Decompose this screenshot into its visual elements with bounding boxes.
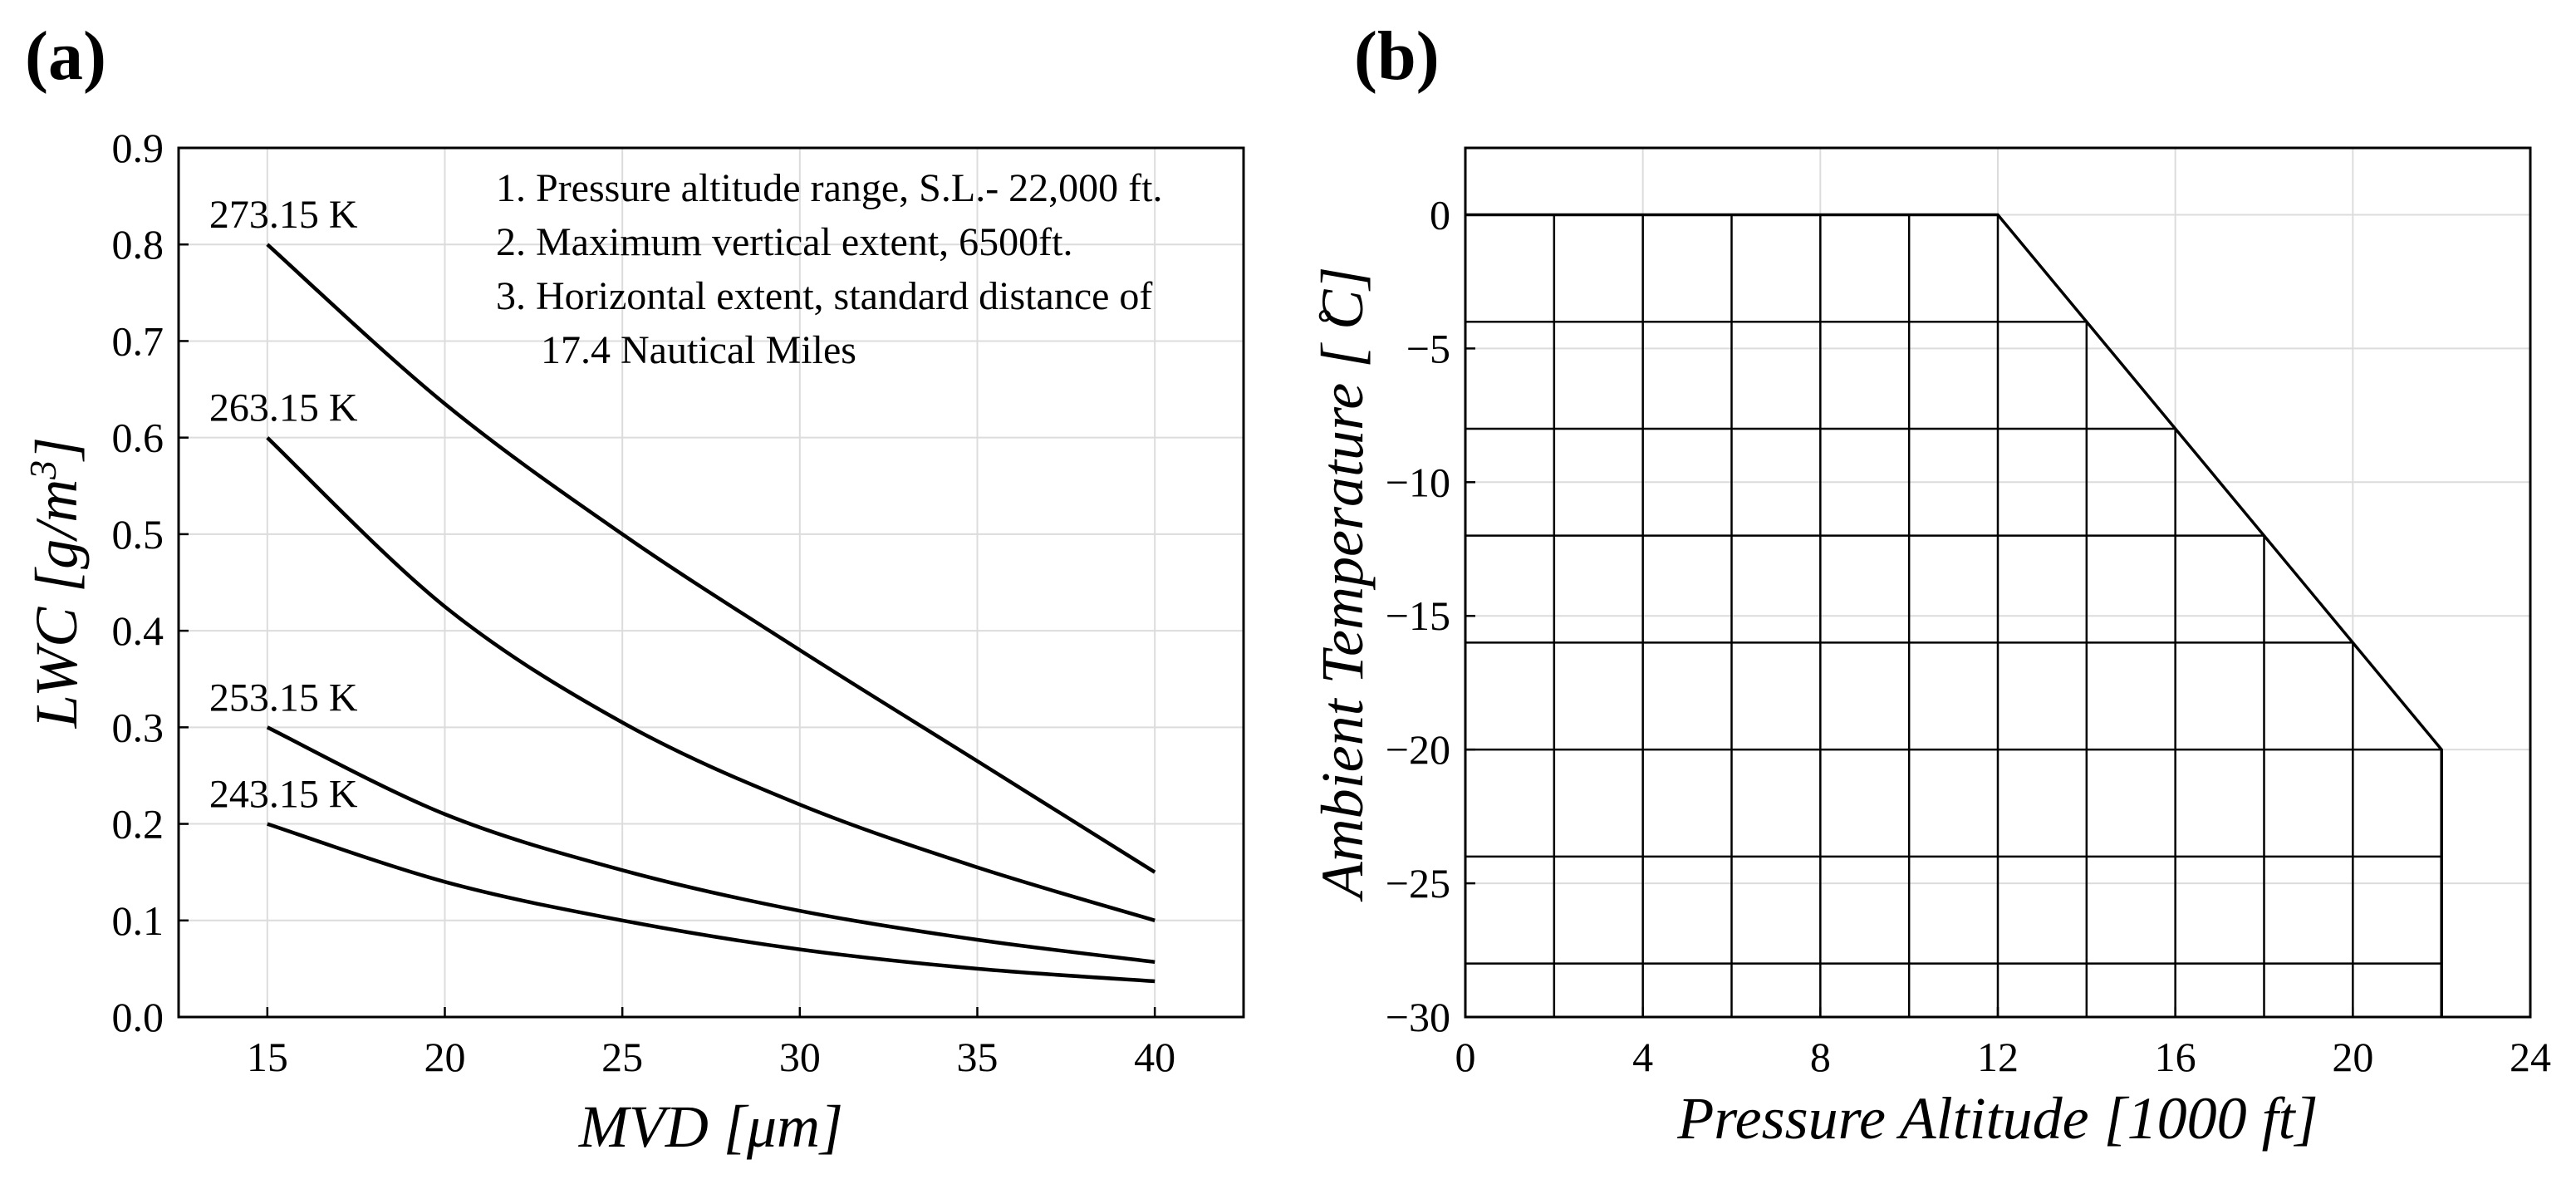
panel-a-x-tick-label: 30: [779, 1034, 821, 1080]
panel-a-y-tick-label: 0.9: [112, 125, 164, 171]
series-line-2: [266, 725, 1156, 965]
series-label-2: 253.15 K: [209, 676, 358, 720]
panel-a-y-tick-label: 0.7: [112, 317, 164, 364]
panel-b-y-tick-label: −15: [1386, 592, 1450, 639]
series-label-1: 263.15 K: [209, 386, 358, 430]
panel-b-y-tick-label: −10: [1386, 459, 1450, 505]
panel-a-notes: 1. Pressure altitude range, S.L.- 22,000…: [496, 166, 1163, 372]
panel-a-x-axis-label: MVD [μm]: [578, 1093, 843, 1160]
panel-a-x-tick-label: 25: [601, 1034, 643, 1080]
panel-a-y-tick-label: 0.6: [112, 415, 164, 461]
panel-a-grid: [179, 147, 1244, 1018]
panel-a-x-tick-label: 40: [1134, 1034, 1175, 1080]
panel-a-y-tick-label: 0.1: [112, 897, 164, 944]
panel-b-y-tick-label: 0: [1430, 191, 1450, 238]
panel-b-x-tick-label: 20: [2332, 1034, 2373, 1080]
panel-a-x-tick-label: 20: [424, 1034, 466, 1080]
panel-b-y-tick-label: −5: [1406, 325, 1450, 371]
panel-b: (b) 0 4 8 12 16 20 24 0 −5 −10 −15 −20 −25 −30 Press…: [1309, 17, 2551, 1152]
panel-a-y-tick-label: 0.0: [112, 994, 164, 1040]
panel-b-x-axis-label: Pressure Altitude [1000 ft]: [1676, 1085, 2318, 1152]
panel-a-y-ticks: 0.0 0.1 0.2 0.3 0.4 0.5 0.6 0.7 0.8 0.9: [112, 125, 189, 1040]
panel-a-x-tick-label: 15: [247, 1034, 288, 1080]
series-label-3: 243.15 K: [209, 773, 358, 817]
series-label-0: 273.15 K: [209, 193, 358, 237]
panel-a-y-tick-label: 0.3: [112, 704, 164, 750]
series-line-0: [266, 243, 1156, 874]
panel-b-cell-lines: [1465, 214, 2443, 1017]
panel-b-label: (b): [1354, 17, 1440, 95]
panel-b-y-axis-label: Ambient Temperature [ ̊C]: [1309, 267, 1376, 902]
note-2: 2. Maximum vertical extent, 6500ft.: [496, 220, 1073, 264]
panel-a-series-labels: 273.15 K 263.15 K 253.15 K 243.15 K: [209, 193, 358, 816]
panel-a: (a) 15 20 25 30 35 40 0.00.10.20.30.40.50.60.…: [22, 17, 1245, 1160]
panel-b-y-ticks: 0 −5 −10 −15 −20 −25 −30: [1386, 191, 1475, 1040]
panel-a-frame: [177, 146, 1245, 1019]
note-1: 1. Pressure altitude range, S.L.- 22,000…: [496, 166, 1163, 210]
panel-b-x-tick-label: 4: [1632, 1034, 1653, 1080]
series-line-1: [266, 436, 1156, 922]
panel-a-x-ticks: 15 20 25 30 35 40: [247, 1007, 1175, 1080]
panel-a-y-tick-label: 0.8: [112, 221, 164, 268]
panel-b-x-tick-label: 8: [1810, 1034, 1831, 1080]
panel-a-y-axis-label: LWC [g/m3]: [22, 437, 91, 729]
panel-b-envelope: [1465, 213, 2443, 1017]
panel-b-y-tick-label: −25: [1386, 860, 1450, 907]
panel-b-x-tick-label: 16: [2155, 1034, 2196, 1080]
panel-b-x-tick-label: 12: [1977, 1034, 2019, 1080]
panel-b-x-ticks: 0 4 8 12 16 20 24: [1455, 1007, 2551, 1080]
note-4: 17.4 Nautical Miles: [541, 328, 856, 372]
panel-a-curves: [266, 243, 1156, 984]
panel-a-y-tick-label: 0.2: [112, 801, 164, 848]
panel-a-label: (a): [25, 17, 106, 95]
panel-a-y-tick-label: 0.4: [112, 607, 164, 654]
panel-a-y-tick-label: 0.5: [112, 511, 164, 558]
panel-b-x-tick-label: 24: [2510, 1034, 2551, 1080]
panel-b-y-tick-label: −20: [1386, 726, 1450, 773]
panel-a-x-tick-label: 35: [957, 1034, 999, 1080]
panel-b-x-tick-label: 0: [1455, 1034, 1476, 1080]
series-line-3: [267, 822, 1156, 984]
panel-b-y-tick-label: −30: [1386, 994, 1450, 1040]
note-3: 3. Horizontal extent, standard distance …: [496, 274, 1152, 318]
